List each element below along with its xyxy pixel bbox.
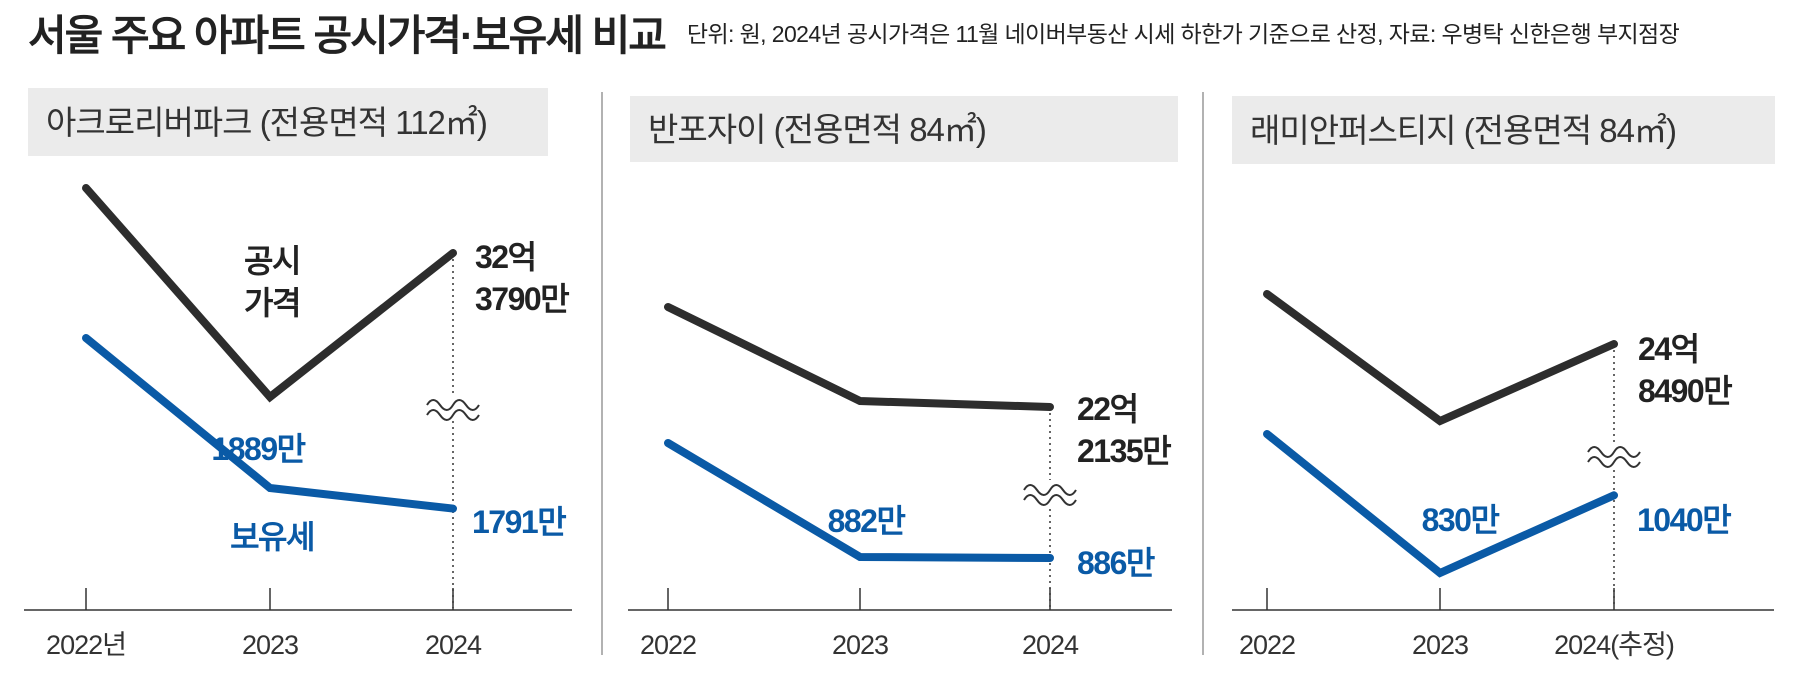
axis-break-wave-bottom bbox=[1023, 494, 1077, 506]
axis-break-symbol bbox=[1022, 480, 1078, 506]
panel-title: 래미안퍼스티지 (전용면적 84㎡) bbox=[1250, 112, 1676, 149]
axis-break-wave-top bbox=[1023, 484, 1077, 496]
axis-break-wave-bottom bbox=[1587, 456, 1641, 468]
series-label-tax: 보유세 bbox=[230, 519, 314, 555]
axis-break-bg bbox=[1022, 480, 1078, 506]
x-tick-label: 2022 bbox=[1239, 630, 1295, 660]
axis-break-symbol bbox=[425, 395, 481, 421]
chart-subtitle: 단위: 원, 2024년 공시가격은 11월 네이버부동산 시세 하한가 기준으… bbox=[686, 21, 1680, 47]
x-tick-label: 2023 bbox=[832, 630, 888, 660]
series-label-price: 공시 가격 bbox=[244, 243, 300, 321]
series-line-price bbox=[1263, 290, 1618, 426]
tax-point-label: 1889만 bbox=[211, 431, 305, 467]
series-line-tax bbox=[664, 439, 1054, 562]
tax-point-label: 886만 bbox=[1077, 545, 1155, 581]
tax-point-label: 1040만 bbox=[1637, 502, 1731, 538]
panel-title-bg bbox=[630, 96, 1178, 162]
chart-panel-1 bbox=[24, 88, 572, 611]
x-tick-label: 2024(추정) bbox=[1554, 630, 1674, 660]
axis-break-wave-bottom bbox=[426, 409, 480, 421]
chart-header: 서울 주요 아파트 공시가격·보유세 비교 단위: 원, 2024년 공시가격은… bbox=[28, 4, 1680, 60]
x-tick-label: 2023 bbox=[1412, 630, 1468, 660]
series-line-price bbox=[82, 184, 457, 403]
x-tick-label: 2024 bbox=[425, 630, 482, 660]
chart-title: 서울 주요 아파트 공시가격·보유세 비교 bbox=[28, 11, 667, 59]
axis-break-bg bbox=[1586, 442, 1642, 468]
axis-break-wave-top bbox=[426, 399, 480, 411]
axis-break-symbol bbox=[1586, 442, 1642, 468]
panel-title: 아크로리버파크 (전용면적 112㎡) bbox=[46, 104, 487, 141]
chart-panel-2 bbox=[628, 96, 1178, 611]
price-point-label: 32억 3790만 bbox=[475, 239, 569, 317]
axis-break-wave-top bbox=[1587, 446, 1641, 458]
tax-point-label: 830만 bbox=[1422, 502, 1500, 538]
series-line-price bbox=[664, 303, 1054, 411]
x-tick-label: 2022 bbox=[640, 630, 696, 660]
x-tick-label: 2023 bbox=[242, 630, 298, 660]
x-tick-label: 2024 bbox=[1022, 630, 1079, 660]
panel-title-bg bbox=[1232, 96, 1775, 164]
x-tick-label: 2022년 bbox=[46, 630, 126, 660]
tax-point-label: 882만 bbox=[828, 503, 906, 539]
tax-point-label: 1791만 bbox=[472, 504, 566, 540]
axis-break-bg bbox=[425, 395, 481, 421]
price-point-label: 22억 2135만 bbox=[1077, 391, 1171, 469]
panel-title: 반포자이 (전용면적 84㎡) bbox=[648, 111, 986, 148]
chart-panel-3 bbox=[1232, 96, 1775, 611]
price-point-label: 24억 8490만 bbox=[1638, 331, 1732, 409]
panel-title-bg bbox=[28, 88, 548, 156]
series-line-tax bbox=[1263, 430, 1618, 578]
series-line-tax bbox=[82, 334, 457, 513]
